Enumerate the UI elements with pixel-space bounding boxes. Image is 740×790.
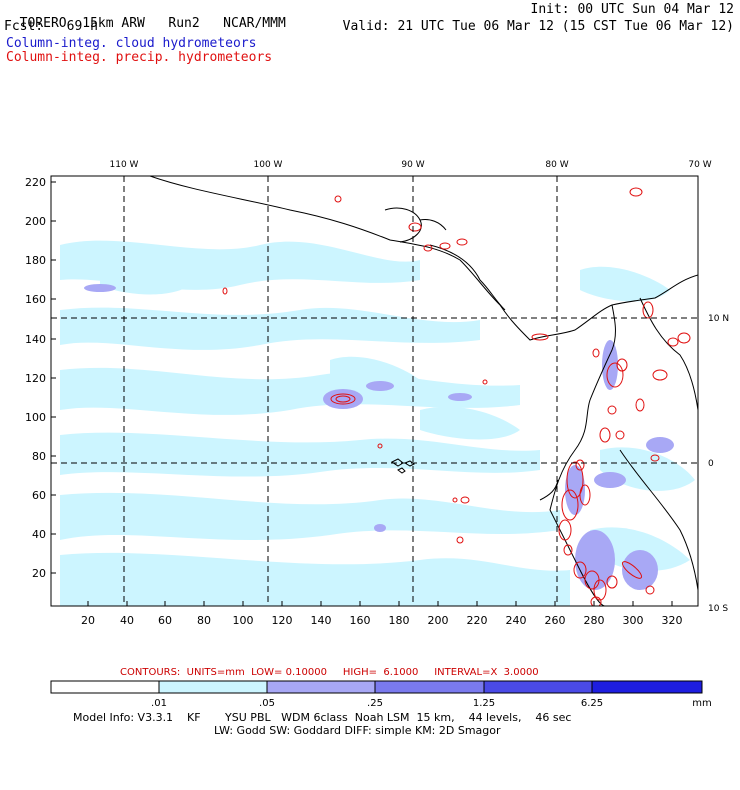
y-tick-label: 160	[25, 293, 46, 306]
x-tick-label: 60	[158, 614, 172, 627]
cloud-shading-heavy	[84, 284, 674, 590]
x-tick-label: 40	[120, 614, 134, 627]
field-precip-label: Column-integ. precip. hydrometeors	[6, 50, 273, 65]
colorbar-bin-2	[266, 680, 376, 694]
x-tick-label: 320	[662, 614, 683, 627]
map-plot: 110 W 100 W 90 W 80 W 70 W 10 N 0 10 S 2…	[25, 160, 729, 627]
colorbar-label: .25	[367, 698, 383, 709]
lat-label: 10 N	[708, 314, 729, 324]
lon-label: 80 W	[545, 160, 568, 170]
y-axis: 220 200 180 160 140 120 100 80 60 40 20	[25, 176, 56, 580]
x-tick-label: 260	[545, 614, 566, 627]
colorbar-label: .01	[151, 698, 167, 709]
colorbar-bin-0	[50, 680, 160, 694]
lat-lon-grid	[51, 176, 698, 606]
model-name: TORERO 15km ARW	[19, 16, 145, 31]
forecast-hour: Fcst: 69 h	[4, 19, 98, 34]
x-tick-label: 220	[467, 614, 488, 627]
x-tick-label: 100	[233, 614, 254, 627]
x-tick-label: 200	[428, 614, 449, 627]
y-tick-label: 140	[25, 333, 46, 346]
lon-label: 90 W	[401, 160, 424, 170]
cloud-shading	[60, 240, 695, 606]
x-tick-label: 80	[197, 614, 211, 627]
x-tick-label: 280	[584, 614, 605, 627]
x-tick-label: 160	[350, 614, 371, 627]
y-tick-label: 20	[32, 567, 46, 580]
colorbar-label: 6.25	[581, 698, 603, 709]
x-tick-label: 20	[81, 614, 95, 627]
valid-time: Valid: 21 UTC Tue 06 Mar 12 (15 CST Tue …	[342, 19, 734, 34]
lon-label: 110 W	[110, 160, 139, 170]
x-tick-label: 240	[506, 614, 527, 627]
lat-label: 0	[708, 459, 714, 469]
colorbar-bin-4	[483, 680, 593, 694]
init-time: Init: 00 UTC Sun 04 Mar 12	[530, 2, 735, 17]
model-title: TORERO 15km ARW Run2 NCAR/MMM	[4, 3, 286, 31]
colorbar-bin-3	[374, 680, 485, 694]
y-tick-label: 40	[32, 528, 46, 541]
x-axis: 20 40 60 80 100 120 140 160 180 200 220 …	[81, 601, 683, 627]
lon-label: 100 W	[254, 160, 283, 170]
y-tick-label: 180	[25, 254, 46, 267]
x-tick-label: 180	[389, 614, 410, 627]
coastlines	[149, 176, 698, 606]
lon-label: 70 W	[688, 160, 711, 170]
colorbar-bin-5	[591, 680, 703, 694]
y-tick-label: 60	[32, 489, 46, 502]
contours-note: CONTOURS: UNITS=mm LOW= 0.10000 HIGH= 6.…	[120, 667, 539, 678]
lat-label: 10 S	[708, 604, 728, 614]
model-info-line2: LW: Godd SW: Goddard DIFF: simple KM: 2D…	[214, 724, 501, 737]
colorbar-bin-1	[158, 680, 268, 694]
precip-contours	[222, 187, 691, 606]
y-tick-label: 100	[25, 411, 46, 424]
y-tick-label: 200	[25, 215, 46, 228]
colorbar: .01 .05 .25 1.25 6.25 mm	[50, 680, 712, 709]
colorbar-unit: mm	[692, 698, 711, 709]
y-tick-label: 120	[25, 372, 46, 385]
longitude-labels: 110 W 100 W 90 W 80 W 70 W	[110, 160, 712, 170]
center-label: NCAR/MMM	[223, 16, 286, 31]
run-label: Run2	[168, 16, 200, 31]
x-tick-label: 300	[623, 614, 644, 627]
colorbar-label: .05	[259, 698, 275, 709]
latitude-labels: 10 N 0 10 S	[708, 314, 729, 614]
field-cloud-label: Column-integ. cloud hydrometeors	[6, 36, 257, 51]
x-tick-label: 120	[272, 614, 293, 627]
x-tick-label: 140	[311, 614, 332, 627]
model-info-line1: Model Info: V3.3.1 KF YSU PBL WDM 6class…	[73, 711, 572, 724]
y-tick-label: 220	[25, 176, 46, 189]
colorbar-label: 1.25	[473, 698, 495, 709]
y-tick-label: 80	[32, 450, 46, 463]
